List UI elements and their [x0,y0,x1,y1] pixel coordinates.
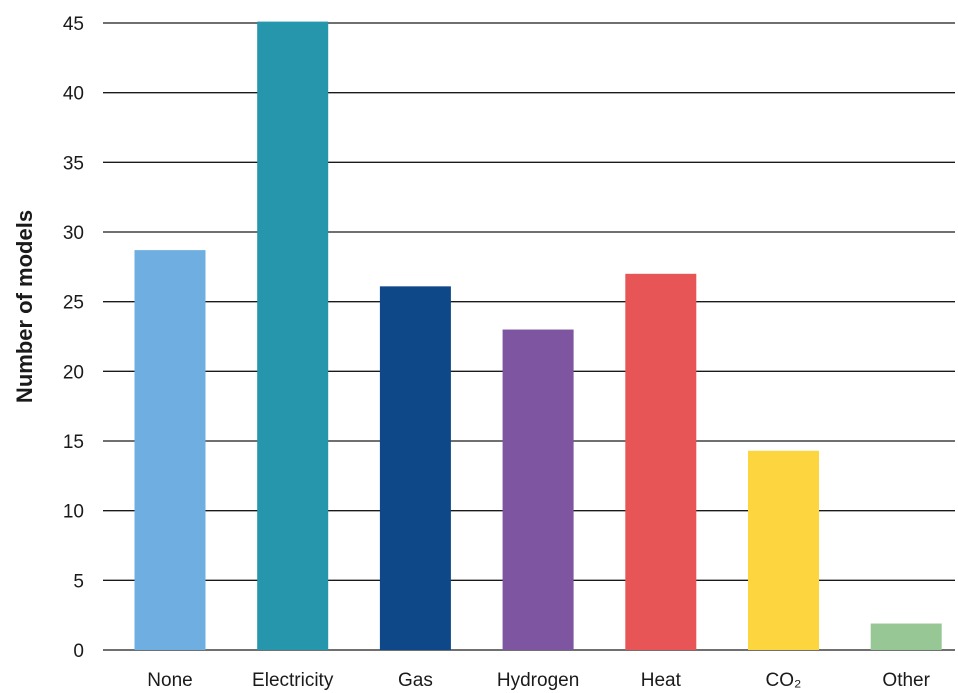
y-tick-label: 5 [73,571,84,592]
bar [870,623,942,650]
y-tick-label: 40 [63,84,84,105]
bar [502,329,574,650]
y-tick-label: 10 [63,502,84,523]
y-tick-label: 25 [63,293,84,314]
x-category-label: Electricity [252,670,334,691]
y-tick-label: 30 [63,223,84,244]
x-category-label: Hydrogen [497,670,579,691]
bar [134,250,206,650]
category-labels: None Electricity Gas Hydrogen Heat CO₂ Other [147,670,930,691]
x-category-label: Other [882,670,930,691]
y-tick-label: 35 [63,153,84,174]
x-category-label: None [147,670,192,691]
y-tick-label: 45 [63,14,84,35]
x-category-label: Heat [641,670,682,691]
bars [134,21,942,650]
x-category-label: CO₂ [766,670,802,691]
bar [748,450,819,650]
bar [379,286,451,650]
bar [625,273,697,650]
y-axis-title: Number of models [12,210,37,403]
y-tick-labels: 0 5 10 15 20 25 30 35 40 45 [63,14,84,662]
y-tick-label: 20 [63,362,84,383]
y-tick-label: 0 [73,641,84,662]
x-category-label: Gas [398,670,433,691]
y-tick-label: 15 [63,432,84,453]
bar [257,21,329,650]
